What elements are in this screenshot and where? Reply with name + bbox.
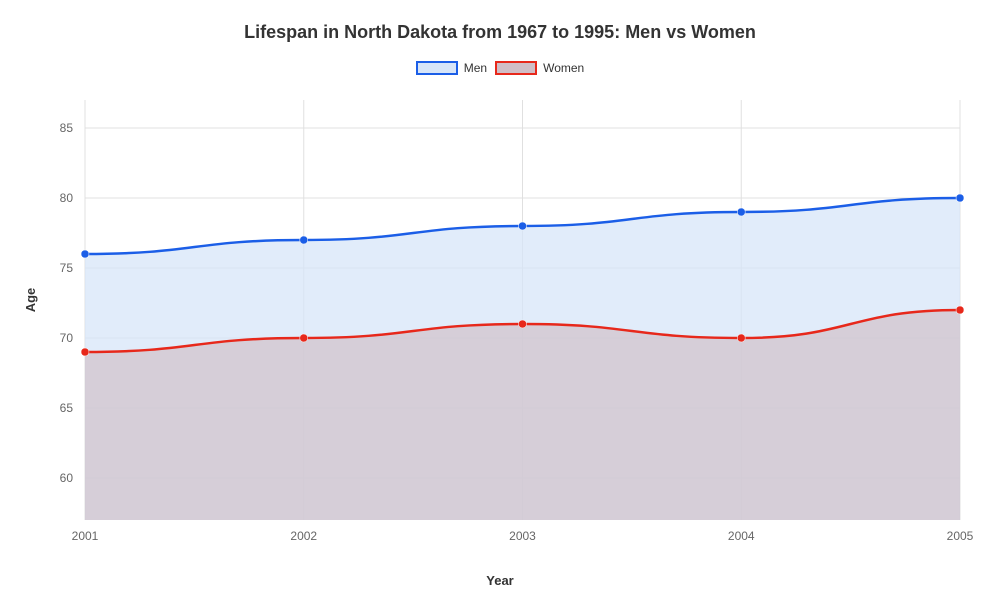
- y-tick-label: 80: [60, 191, 74, 205]
- chart-plot: 2001 2002 2003 2004 2005 60 65 70 75 80 85: [0, 0, 1000, 600]
- marker-men: [519, 222, 527, 230]
- x-tick-label: 2002: [290, 529, 317, 543]
- marker-men: [956, 194, 964, 202]
- marker-women: [737, 334, 745, 342]
- marker-women: [300, 334, 308, 342]
- y-tick-label: 75: [60, 261, 74, 275]
- x-tick-label: 2004: [728, 529, 755, 543]
- y-tick-label: 85: [60, 121, 74, 135]
- x-tick-label: 2005: [947, 529, 974, 543]
- marker-women: [81, 348, 89, 356]
- y-tick-label: 60: [60, 471, 74, 485]
- marker-men: [81, 250, 89, 258]
- y-tick-label: 70: [60, 331, 74, 345]
- x-tick-label: 2001: [72, 529, 99, 543]
- marker-women: [956, 306, 964, 314]
- marker-men: [300, 236, 308, 244]
- marker-women: [519, 320, 527, 328]
- x-tick-label: 2003: [509, 529, 536, 543]
- chart-container: Lifespan in North Dakota from 1967 to 19…: [0, 0, 1000, 600]
- y-tick-label: 65: [60, 401, 74, 415]
- marker-men: [737, 208, 745, 216]
